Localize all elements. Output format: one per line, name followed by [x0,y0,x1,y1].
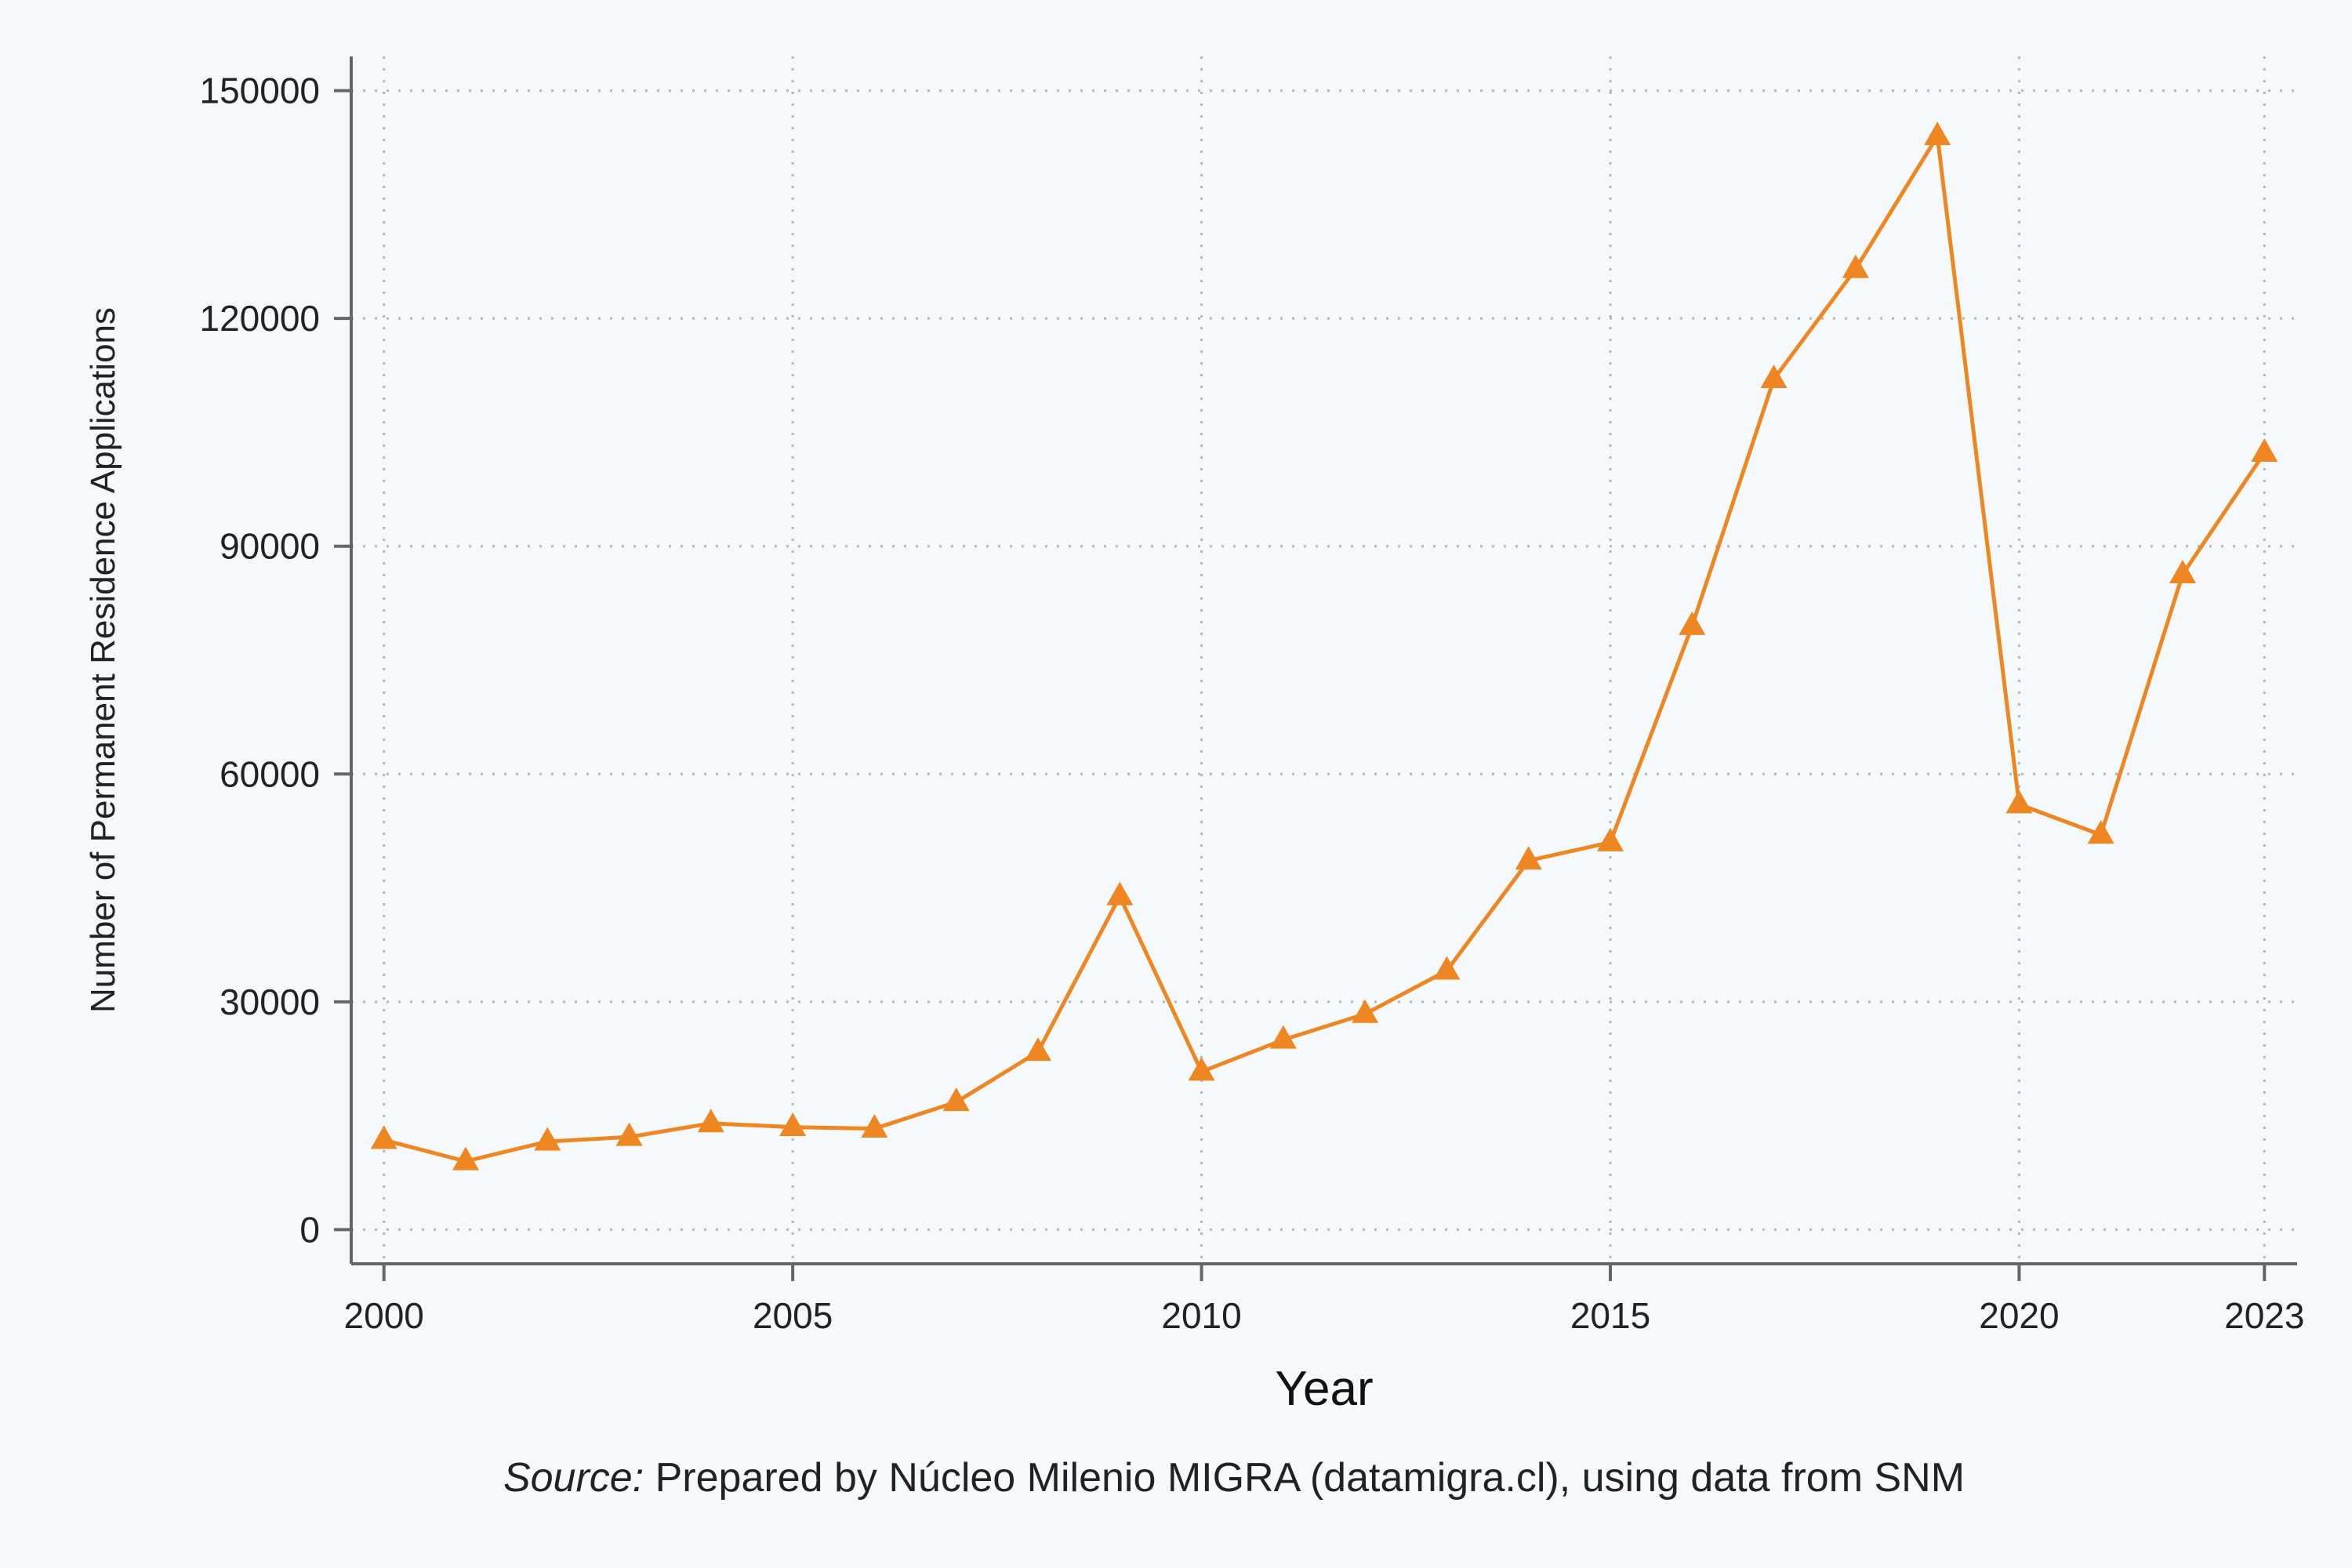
data-point-triangle [2251,437,2278,462]
x-tick-label: 2023 [2224,1295,2304,1336]
y-tick-label: 150000 [200,71,321,111]
data-point-triangle [1106,881,1134,906]
x-tick-label: 2015 [1570,1295,1650,1336]
data-point-triangle [1025,1037,1051,1062]
data-point-triangle [2087,820,2114,844]
series-line [383,134,2267,1163]
axes [350,56,2297,1265]
data-point-triangle [942,1087,970,1112]
data-point-triangle [697,1109,724,1133]
y-tick-label: 30000 [220,982,320,1022]
data-point-triangle [452,1146,479,1171]
data-point-triangle [534,1127,561,1151]
y-tick-label: 120000 [200,298,321,339]
y-tick-label: 0 [299,1209,320,1250]
data-point-triangle [779,1112,807,1137]
x-tick-label: 2010 [1161,1295,1241,1336]
data-point-triangle [1352,999,1379,1023]
data-point-triangle [1433,956,1461,980]
data-point-triangle [1760,365,1788,389]
data-point-triangle [861,1113,888,1138]
data-point-triangle [1188,1057,1215,1081]
data-point-triangle [1679,611,1706,635]
data-point-triangle [615,1122,643,1146]
y-ticks: 0 30000 60000 90000 120000 150000 [200,71,351,1250]
series-layer [370,122,2278,1171]
x-tick-label: 2005 [753,1295,833,1336]
y-tick-label: 60000 [220,753,320,794]
data-point-triangle [1924,122,1951,146]
source-label: Source: [503,1455,644,1501]
data-point-triangle [1269,1025,1297,1049]
x-axis-label: Year [1275,1362,1373,1416]
x-ticks: 2000 2005 2010 2015 2020 2023 [344,1264,2304,1336]
source-text: Prepared by Núcleo Milenio MIGRA (datami… [644,1455,1965,1501]
source-note: Source: Prepared by Núcleo Milenio MIGRA… [503,1455,1965,1501]
data-point-triangle [1842,254,1869,278]
data-point-triangle [1597,827,1624,851]
y-tick-label: 90000 [220,526,320,567]
x-tick-label: 2000 [344,1295,424,1336]
data-point-triangle [2005,789,2033,814]
x-tick-label: 2020 [1979,1295,2059,1336]
y-axis-label: Number of Permanent Residence Applicatio… [84,307,122,1013]
data-point-triangle [370,1125,397,1149]
data-point-triangle [2169,559,2196,583]
data-point-triangle [1515,846,1542,870]
grid-lines [351,56,2297,1264]
